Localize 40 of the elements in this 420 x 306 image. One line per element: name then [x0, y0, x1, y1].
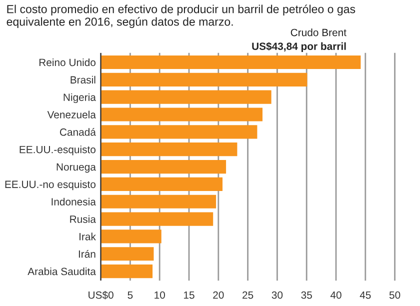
bar: [100, 230, 162, 244]
text: Crudo Brent: [290, 28, 346, 36]
y-tick-label: Indonesia: [52, 198, 96, 206]
y-tick-label: Noruega: [56, 163, 96, 173]
chart-title: El costo promedio en efectivo de producir un barril de petróleo o gas equivalente en 2016, según datos de marzo.: [6, 4, 356, 28]
y-tick-label: EE.UU.-esquisto: [20, 146, 96, 156]
text: US$43,84 por barril: [252, 42, 346, 52]
bar: [100, 247, 154, 261]
bar: [100, 212, 214, 226]
x-tick-label: 5: [128, 291, 133, 299]
x-tick-label: 45: [360, 291, 371, 299]
bar: [100, 194, 216, 208]
x-tick-label: US$0: [88, 290, 114, 300]
y-tick-label: Reino Unido: [39, 58, 96, 66]
y-tick-label: Canadá: [60, 128, 96, 136]
x-tick-label: 50: [389, 291, 400, 299]
x-tick-label: 15: [184, 291, 194, 299]
x-tick-label: 30: [272, 291, 283, 299]
bar: [100, 108, 262, 122]
bar: [100, 90, 272, 104]
y-tick-label: Irán: [78, 250, 96, 258]
bar: [100, 177, 223, 191]
y-tick-label: Brasil: [70, 76, 96, 84]
bar: [100, 264, 153, 278]
x-tick-label: 20: [213, 291, 224, 299]
y-tick-label: Venezuela: [47, 110, 96, 118]
bar: [100, 125, 258, 139]
x-tick-label: 35: [301, 291, 312, 299]
bar: [100, 142, 238, 156]
bar: [100, 160, 226, 174]
y-tick-label: Irak: [80, 232, 96, 240]
x-tick-label: 10: [154, 291, 165, 299]
y-tick-label: Nigeria: [64, 93, 96, 104]
bar: [100, 72, 308, 86]
y-tick-label: Arabia Saudita: [28, 268, 96, 276]
x-tick-label: 25: [242, 291, 254, 299]
bar: [100, 55, 361, 70]
x-tick-label: 40: [330, 291, 342, 299]
y-tick-label: EE.UU.-no esquisto: [5, 180, 96, 190]
y-tick-label: Rusia: [70, 215, 96, 223]
